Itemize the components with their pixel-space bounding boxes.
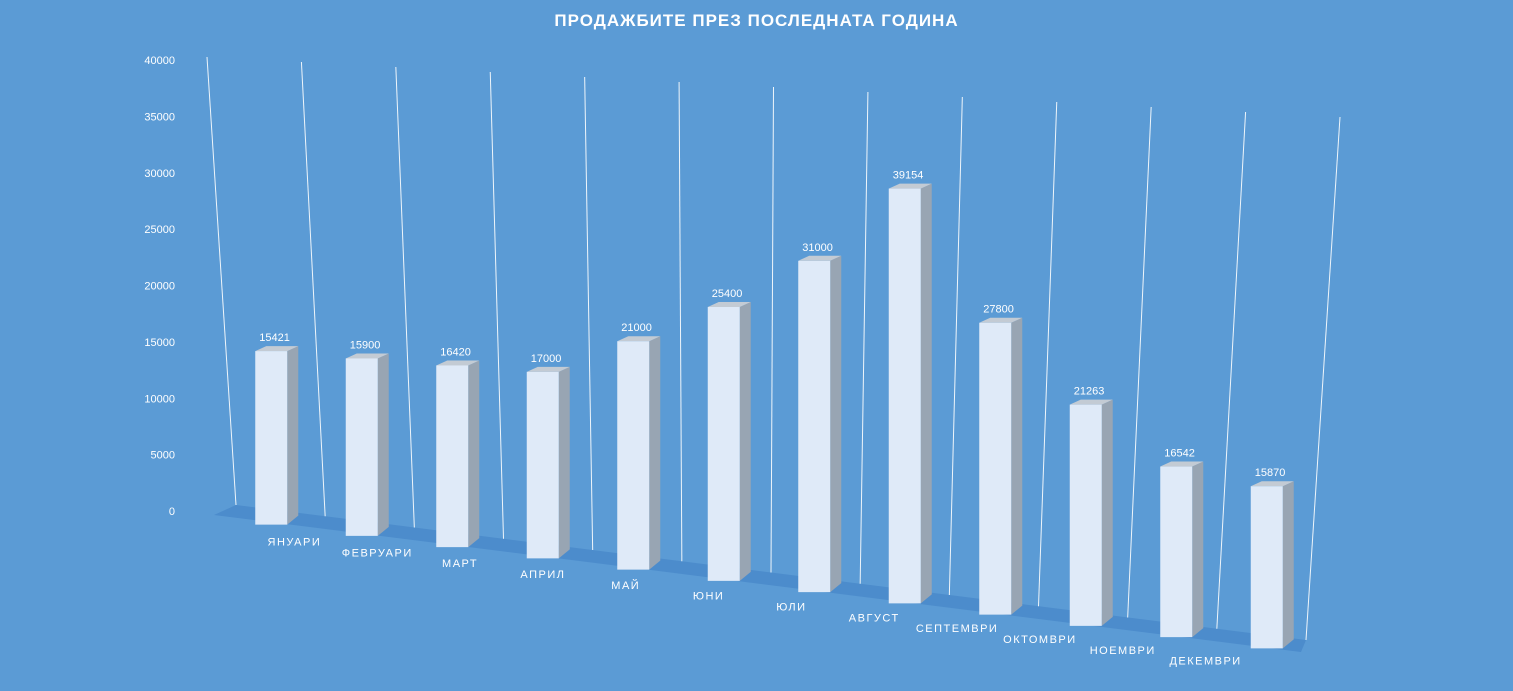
x-tick-label: МАРТ — [442, 558, 478, 570]
bar-front — [255, 351, 288, 525]
data-label: 16420 — [440, 346, 471, 358]
bar-10 — [1069, 399, 1113, 626]
gridline — [859, 91, 869, 584]
x-tick-label: НОЕМВРИ — [1090, 645, 1156, 657]
bar-top — [1069, 399, 1113, 405]
bar-9 — [979, 317, 1023, 615]
gridline — [300, 61, 326, 517]
y-tick-label: 15000 — [144, 337, 175, 349]
data-label: 16542 — [1164, 448, 1195, 460]
x-tick-label: СЕПТЕМВРИ — [916, 623, 999, 635]
y-tick-label: 0 — [169, 506, 175, 518]
bar-side — [377, 353, 389, 536]
bar-6 — [707, 302, 751, 581]
bar-side — [1101, 399, 1113, 626]
y-tick-label: 35000 — [144, 111, 175, 123]
x-tick-label: ДЕКЕМВРИ — [1169, 656, 1241, 668]
data-label: 39154 — [893, 170, 924, 182]
y-tick-label: 40000 — [144, 55, 175, 67]
bar-top — [617, 336, 661, 342]
x-tick-label: АВГУСТ — [849, 612, 900, 624]
bar-side — [468, 360, 480, 548]
y-tick-label: 20000 — [144, 281, 175, 293]
gridline — [206, 56, 237, 506]
gridline — [395, 66, 415, 528]
bar-5 — [617, 336, 661, 570]
x-tick-label: ФЕВРУАРИ — [342, 547, 413, 559]
x-tick-label: МАЙ — [611, 579, 640, 592]
gridline — [770, 86, 774, 573]
bar-side — [649, 336, 661, 570]
bar-front — [888, 188, 921, 604]
bar-top — [798, 255, 842, 261]
data-label: 27800 — [983, 304, 1014, 316]
bar-side — [830, 255, 842, 593]
bar-1 — [255, 346, 299, 525]
bar-top — [1160, 461, 1204, 467]
bar-side — [1192, 461, 1204, 638]
y-tick-label: 10000 — [144, 393, 175, 405]
x-tick-label: ЮНИ — [693, 591, 724, 603]
bar-side — [1011, 317, 1023, 615]
data-label: 25400 — [712, 288, 743, 300]
y-tick-label: 25000 — [144, 224, 175, 236]
bar-front — [1160, 466, 1193, 638]
gridline — [1216, 111, 1247, 629]
data-label: 15870 — [1255, 467, 1286, 479]
gridline — [678, 81, 683, 562]
bar-12 — [1250, 481, 1294, 649]
bar-front — [979, 322, 1012, 615]
bar-side — [739, 302, 751, 581]
bar-top — [255, 346, 299, 352]
gridline — [489, 71, 504, 539]
gridline — [948, 96, 963, 596]
bar-side — [920, 183, 932, 604]
bar-top — [707, 302, 751, 308]
data-label: 15421 — [259, 332, 290, 344]
bar-top — [526, 366, 570, 372]
bar-front — [707, 307, 740, 581]
gridline — [584, 76, 594, 551]
x-tick-label: ОКТОМВРИ — [1003, 634, 1077, 646]
bar-11 — [1160, 461, 1204, 638]
bar-side — [287, 346, 299, 525]
bar-4 — [526, 366, 570, 559]
data-label: 21263 — [1074, 386, 1105, 398]
data-label: 17000 — [531, 353, 562, 365]
x-tick-label: АПРИЛ — [520, 569, 565, 581]
data-label: 31000 — [802, 242, 833, 254]
y-tick-label: 30000 — [144, 168, 175, 180]
data-label: 15900 — [350, 339, 381, 351]
data-label: 21000 — [621, 322, 652, 334]
gridline — [1038, 101, 1058, 607]
bar-front — [526, 371, 559, 559]
bar-front — [436, 365, 469, 548]
y-tick-label: 5000 — [151, 450, 175, 462]
bar-top — [979, 317, 1023, 323]
bar-front — [617, 341, 650, 570]
bar-top — [345, 353, 389, 359]
chart-floor — [214, 505, 1306, 652]
bar-top — [1250, 481, 1294, 487]
gridline — [1127, 106, 1152, 618]
bar-3 — [436, 360, 480, 548]
bar-side — [1282, 481, 1294, 649]
bar-side — [558, 366, 570, 559]
x-tick-label: ЯНУАРИ — [268, 536, 322, 548]
bar-2 — [345, 353, 389, 536]
bar-top — [436, 360, 480, 366]
bar-8 — [888, 183, 932, 604]
bar-top — [888, 183, 932, 189]
chart-title: ПРОДАЖБИТЕ ПРЕЗ ПОСЛЕДНАТА ГОДИНА — [554, 11, 959, 30]
bar-front — [345, 358, 378, 536]
bar-7 — [798, 255, 842, 593]
gridline — [1305, 116, 1341, 641]
bar-front — [798, 260, 831, 593]
x-tick-label: ЮЛИ — [776, 601, 806, 613]
bar-front — [1250, 486, 1283, 649]
bar-front — [1069, 404, 1102, 626]
